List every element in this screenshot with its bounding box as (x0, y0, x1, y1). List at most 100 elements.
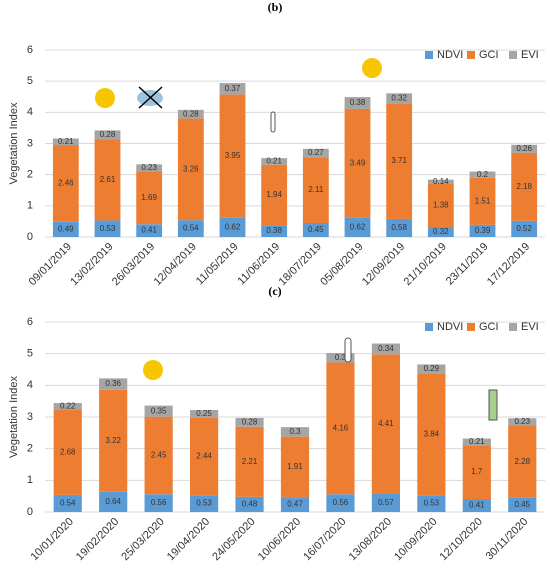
bar-segment (177, 109, 204, 119)
y-tick-label: 4 (27, 106, 33, 118)
bar-segment (469, 177, 496, 225)
x-tick-label: 18/07/2019 (277, 241, 324, 288)
data-label: 0.41 (141, 226, 157, 235)
data-label: 2.45 (151, 451, 167, 460)
data-label: 2.21 (242, 457, 258, 466)
data-label: 2.68 (60, 448, 76, 457)
y-tick-label: 6 (27, 316, 33, 328)
bar-segment (177, 118, 204, 221)
sun-icon (95, 88, 115, 108)
bar-segment (190, 495, 219, 512)
x-tick-label: 21/10/2019 (402, 241, 449, 288)
data-label: 0.41 (469, 501, 485, 510)
data-label: 0.28 (242, 417, 258, 426)
data-label: 0.34 (378, 344, 394, 353)
data-label: 0.39 (475, 226, 491, 235)
data-label: 0.21 (58, 137, 74, 146)
bar-segment (417, 495, 446, 512)
data-label: 0.53 (100, 224, 116, 233)
bar-segment (177, 220, 204, 237)
x-tick-label: 23/11/2019 (444, 241, 491, 288)
x-tick-label: 12/10/2020 (438, 516, 485, 563)
data-label: 0.58 (391, 223, 407, 232)
bar-segment (386, 93, 413, 104)
data-label: 0.53 (424, 499, 440, 508)
data-label: 2.11 (308, 185, 324, 194)
data-label: 0.38 (266, 226, 282, 235)
data-label: 1.94 (266, 190, 282, 199)
x-tick-label: 10/09/2020 (392, 516, 439, 563)
x-tick-label: 30/11/2020 (484, 516, 531, 563)
data-label: 1.69 (141, 193, 157, 202)
data-label: 3.26 (183, 164, 199, 173)
data-label: 0.21 (266, 157, 282, 166)
legend-swatch (509, 51, 517, 59)
y-tick-label: 0 (27, 506, 33, 518)
bar-segment (469, 224, 496, 237)
bar-segment (302, 157, 329, 223)
bar-segment (371, 493, 400, 512)
x-tick-label: 10/06/2020 (256, 516, 303, 563)
chart: (c) Vegetation Index 0 1 2 3 4 5 6 0.54 2.68 0.22 10… (8, 284, 545, 563)
x-tick-label: 10/01/2020 (28, 516, 75, 563)
bar-segment (462, 445, 491, 500)
bar-segment (508, 497, 537, 512)
bar-segment (326, 362, 355, 495)
data-label: 0.21 (469, 437, 485, 446)
y-tick-label: 5 (27, 75, 33, 87)
bar-segment (52, 221, 79, 237)
data-label: 2.44 (196, 452, 212, 461)
x-tick-label: 19/02/2020 (74, 516, 121, 563)
x-tick-label: 13/08/2020 (347, 516, 394, 563)
bar-segment (53, 403, 82, 411)
bar-segment (219, 217, 246, 237)
y-tick-label: 6 (27, 44, 33, 56)
data-label: 2.28 (514, 457, 530, 466)
x-tick-label: 26/03/2019 (110, 241, 157, 288)
data-label: 0.56 (333, 498, 349, 507)
data-label: 3.71 (391, 156, 407, 165)
x-tick-label: 12/09/2019 (360, 241, 407, 288)
sun-icon (143, 360, 163, 380)
data-label: 0.36 (105, 379, 121, 388)
data-label: 3.84 (424, 430, 440, 439)
bar-segment (280, 436, 310, 498)
data-label: 0.37 (225, 84, 241, 93)
x-tick-label: 19/04/2020 (165, 516, 212, 563)
data-label: 0.48 (242, 500, 258, 509)
y-axis-label: Vegetation Index (8, 376, 20, 458)
bar-segment (136, 224, 163, 237)
chart-title: (b) (268, 0, 283, 14)
bar-segment (53, 410, 82, 495)
bar-segment (280, 427, 310, 437)
data-label: 0.32 (391, 93, 407, 102)
bar-segment (371, 354, 400, 494)
data-label: 0.62 (225, 222, 241, 231)
data-label: 0.45 (308, 225, 324, 234)
bar-segment (94, 130, 121, 140)
data-label: 2.46 (58, 179, 74, 188)
bar-segment (511, 152, 538, 221)
bar-segment (302, 148, 329, 158)
legend-label: GCI (479, 321, 499, 333)
data-label: 0.27 (308, 148, 324, 157)
bar-segment (235, 426, 264, 497)
bar-segment (261, 225, 288, 237)
bar-segment (417, 373, 446, 496)
y-tick-label: 3 (27, 137, 33, 149)
bar-segment (302, 222, 329, 237)
bar-segment (344, 108, 371, 218)
legend-swatch (425, 323, 433, 331)
x-tick-label: 17/12/2019 (485, 241, 532, 288)
data-label: 0.64 (105, 497, 121, 506)
bar-segment (371, 343, 400, 355)
bar-segment (508, 418, 537, 426)
bar-segment (219, 83, 246, 95)
y-axis-label: Vegetation Index (8, 102, 20, 184)
x-tick-label: 24/05/2020 (210, 516, 257, 563)
bar-segment (144, 494, 173, 512)
legend-label: NDVI (437, 321, 463, 333)
data-label: 3.95 (225, 151, 241, 160)
y-tick-label: 4 (27, 379, 33, 391)
